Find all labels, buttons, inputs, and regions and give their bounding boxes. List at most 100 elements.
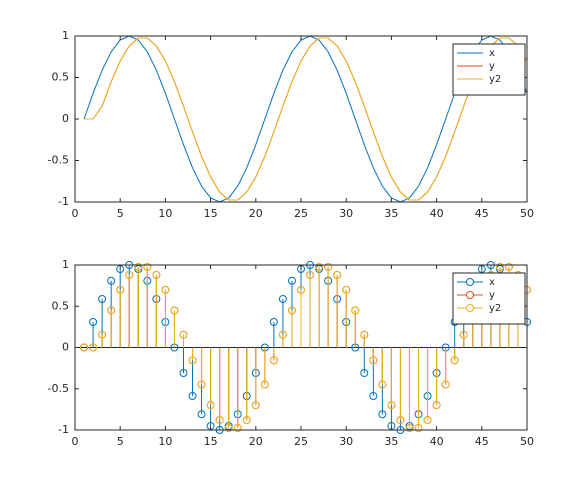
legend-label: x (489, 48, 495, 59)
x-tick-label: 5 (117, 435, 124, 448)
stem-marker (405, 424, 414, 433)
stem-marker (197, 380, 206, 389)
stem-marker (188, 392, 197, 401)
series-line (83, 35, 528, 203)
stem-marker (197, 410, 206, 419)
stem-marker (459, 330, 468, 339)
legend: xy y2 (452, 43, 526, 96)
legend: xy y2 (452, 272, 526, 325)
stem-marker (414, 424, 423, 433)
stem-marker (278, 330, 287, 339)
legend-label: y2 (489, 74, 501, 85)
x-tick-label: 40 (430, 207, 444, 220)
stem-marker (378, 380, 387, 389)
x-tick-label: 25 (294, 207, 308, 220)
stem-marker (324, 262, 333, 271)
x-tick-label: 35 (384, 207, 398, 220)
stem-marker (107, 276, 116, 285)
y-tick-label: -1 (58, 195, 69, 208)
x-tick-label: 10 (158, 207, 172, 220)
axes: 0 5 10 15 20 25 30 35 40 45 50 -1 -0.5 0 0.5 1 xy y2 (48, 29, 534, 220)
stem-marker (378, 410, 387, 419)
stem-marker (98, 330, 107, 339)
y-tick-label: -0.5 (48, 154, 69, 167)
stem-marker (269, 318, 278, 327)
stem-marker (287, 306, 296, 315)
legend-label: y (489, 61, 495, 72)
x-tick-label: 40 (430, 435, 444, 448)
x-tick-label: 15 (204, 207, 218, 220)
plot (75, 261, 531, 434)
series-line (84, 37, 528, 201)
axes-box (74, 35, 528, 203)
y-tick-label: 0 (62, 341, 69, 354)
stem-marker (179, 330, 188, 339)
y-tick-label: 1 (62, 258, 69, 271)
stem-marker (504, 262, 513, 271)
plot (83, 35, 528, 203)
x-tick-label: 20 (249, 435, 263, 448)
x-tick-label: 30 (339, 435, 353, 448)
legend-label: y2 (489, 303, 501, 314)
stem-marker (251, 401, 260, 410)
x-tick-label: 20 (249, 207, 263, 220)
y-tick-label: 0.5 (52, 71, 70, 84)
y-tick-label: 0.5 (52, 299, 70, 312)
stem-marker (116, 285, 125, 294)
stem-marker (215, 416, 224, 425)
x-tick-label: 30 (339, 207, 353, 220)
stem-marker (170, 306, 179, 315)
x-tick-label: 50 (520, 435, 534, 448)
stem-marker (450, 356, 459, 365)
y-tick-label: -1 (58, 423, 69, 436)
stem-marker (188, 356, 197, 365)
stem-marker (233, 424, 242, 433)
legend-label: x (489, 277, 495, 288)
stem-marker (89, 343, 98, 352)
x-tick-label: 35 (384, 435, 398, 448)
stem-marker (360, 330, 369, 339)
stem-marker (134, 262, 143, 271)
stem-marker (161, 285, 170, 294)
stem-marker (369, 356, 378, 365)
stem-marker (143, 262, 152, 271)
legend-marker (466, 278, 474, 286)
stem-marker (495, 262, 504, 271)
x-tick-label: 5 (117, 207, 124, 220)
stem-marker (98, 294, 107, 303)
stem-marker (287, 276, 296, 285)
legend-label: y (489, 290, 495, 301)
stem-marker (396, 416, 405, 425)
stem-marker (269, 356, 278, 365)
x-tick-label: 0 (72, 207, 79, 220)
y-tick-label: 1 (62, 29, 69, 42)
x-tick-label: 0 (72, 435, 79, 448)
x-tick-label: 45 (475, 435, 489, 448)
stem-marker (315, 262, 324, 271)
stem-marker (423, 416, 432, 425)
stem-marker (80, 343, 89, 352)
x-tick-label: 10 (158, 435, 172, 448)
stem-marker (441, 380, 450, 389)
stem-marker (297, 285, 305, 294)
stem-marker (333, 270, 342, 279)
y-tick-label: -0.5 (48, 382, 69, 395)
stem-marker (387, 401, 396, 410)
stem-marker (360, 368, 369, 377)
axes: 0 5 10 15 20 25 30 35 40 45 50 -1 -0.5 0 0.5 1 xy y2 (48, 258, 534, 448)
stem-marker (432, 401, 441, 410)
x-tick-label: 50 (520, 207, 534, 220)
stem-marker (179, 368, 188, 377)
x-tick-label: 25 (294, 435, 308, 448)
stem-marker (206, 401, 215, 410)
stem-marker (342, 285, 351, 294)
stem-marker (107, 306, 116, 315)
stem-marker (242, 416, 251, 425)
stem-marker (260, 380, 269, 389)
stem-marker (278, 294, 287, 303)
stem-marker (152, 270, 161, 279)
x-tick-label: 45 (475, 207, 489, 220)
plot-area (75, 36, 527, 202)
legend-marker (466, 291, 474, 299)
